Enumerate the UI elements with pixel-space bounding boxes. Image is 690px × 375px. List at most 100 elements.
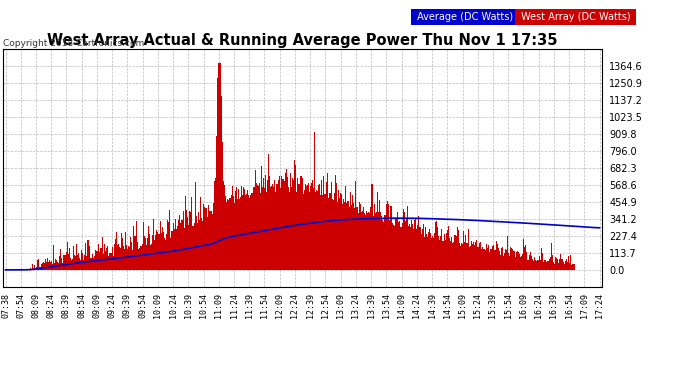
Bar <box>144 236 145 270</box>
Bar <box>332 199 333 270</box>
Bar <box>39 267 41 270</box>
Bar <box>459 243 460 270</box>
Bar <box>112 256 114 270</box>
Bar <box>525 246 526 270</box>
Bar <box>430 233 431 270</box>
Bar <box>41 263 43 270</box>
Bar <box>180 223 181 270</box>
Bar <box>405 221 406 270</box>
Bar <box>171 231 172 270</box>
Bar <box>417 225 418 270</box>
Bar <box>487 248 489 270</box>
Bar <box>97 251 98 270</box>
Bar <box>448 238 450 270</box>
Bar <box>540 248 542 270</box>
Bar <box>475 242 476 270</box>
Bar <box>293 180 294 270</box>
Bar <box>281 176 282 270</box>
Bar <box>98 244 99 270</box>
Bar <box>166 234 167 270</box>
Bar <box>554 264 555 270</box>
Bar <box>307 184 308 270</box>
Bar <box>355 182 356 270</box>
Bar <box>466 243 468 270</box>
Bar <box>547 261 548 270</box>
Bar <box>330 193 331 270</box>
Bar <box>311 183 312 270</box>
Bar <box>317 190 318 270</box>
Bar <box>344 202 346 270</box>
Bar <box>453 242 454 270</box>
Bar <box>213 202 214 270</box>
Bar <box>388 204 389 270</box>
Bar <box>402 223 403 270</box>
Bar <box>62 263 63 270</box>
Bar <box>289 192 290 270</box>
Bar <box>497 248 499 270</box>
Bar <box>193 226 194 270</box>
Bar <box>182 211 184 270</box>
Bar <box>66 252 67 270</box>
Bar <box>306 186 307 270</box>
Bar <box>250 195 251 270</box>
Bar <box>570 255 571 270</box>
Bar <box>80 260 81 270</box>
Bar <box>82 253 83 270</box>
Bar <box>545 261 546 270</box>
Bar <box>429 228 430 270</box>
Bar <box>270 187 271 270</box>
Bar <box>228 200 230 270</box>
Bar <box>296 192 297 270</box>
Bar <box>491 246 493 270</box>
Bar <box>55 259 56 270</box>
Bar <box>246 194 247 270</box>
Bar <box>238 189 239 270</box>
Bar <box>88 246 90 270</box>
Bar <box>72 259 73 270</box>
Bar <box>240 197 241 270</box>
Bar <box>380 212 381 270</box>
Text: West Array (DC Watts): West Array (DC Watts) <box>518 12 633 22</box>
Bar <box>135 221 137 270</box>
Bar <box>242 195 243 270</box>
Bar <box>117 245 118 270</box>
Bar <box>81 250 82 270</box>
Bar <box>485 250 486 270</box>
Bar <box>571 265 572 270</box>
Bar <box>118 244 119 270</box>
Bar <box>472 244 473 270</box>
Bar <box>550 258 551 270</box>
Bar <box>230 195 232 270</box>
Bar <box>92 258 94 270</box>
Bar <box>73 246 74 270</box>
Bar <box>503 256 504 270</box>
Bar <box>411 220 412 270</box>
Bar <box>319 184 320 270</box>
Bar <box>381 216 382 270</box>
Bar <box>313 188 314 270</box>
Bar <box>507 236 509 270</box>
Bar <box>318 185 319 270</box>
Bar <box>434 232 435 270</box>
Bar <box>237 199 238 270</box>
Bar <box>48 262 49 270</box>
Bar <box>451 237 452 270</box>
Bar <box>90 258 92 270</box>
Bar <box>351 205 352 270</box>
Bar <box>139 246 141 270</box>
Bar <box>413 229 414 270</box>
Bar <box>393 225 395 270</box>
Bar <box>460 246 461 270</box>
Bar <box>427 237 428 270</box>
Bar <box>543 262 544 270</box>
Bar <box>74 255 75 270</box>
Bar <box>461 243 462 270</box>
Bar <box>217 78 218 270</box>
Bar <box>279 188 281 270</box>
Bar <box>416 230 417 270</box>
Bar <box>522 254 523 270</box>
Bar <box>315 192 316 270</box>
Text: Copyright 2018 Cartronics.com: Copyright 2018 Cartronics.com <box>3 39 145 48</box>
Bar <box>119 247 120 270</box>
Bar <box>283 179 284 270</box>
